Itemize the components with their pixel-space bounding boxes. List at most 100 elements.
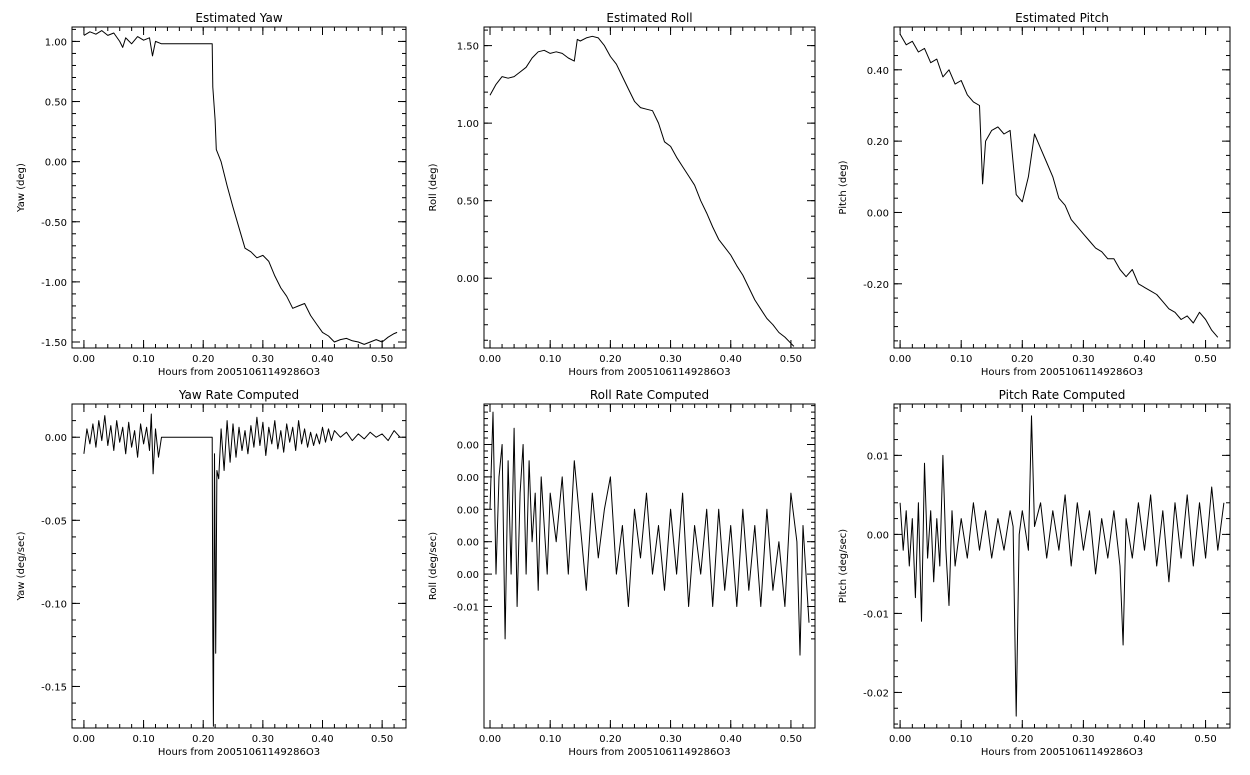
- x-tick-label: 0.10: [539, 354, 561, 365]
- x-tick-label: 0.00: [889, 354, 911, 365]
- x-axis-label: Hours from 20051061149286O3: [568, 367, 730, 378]
- x-tick-label: 0.20: [1011, 734, 1033, 745]
- x-tick-label: 0.20: [192, 734, 214, 745]
- plot-frame: [893, 26, 1231, 349]
- x-axis-label: Hours from 20051061149286O3: [158, 367, 320, 378]
- x-tick-label: 0.50: [1194, 354, 1216, 365]
- x-tick-label: 0.40: [311, 734, 333, 745]
- x-tick-label: 0.20: [599, 734, 621, 745]
- x-tick-label: 0.10: [950, 354, 972, 365]
- y-tick-label: 0.00: [457, 570, 479, 581]
- x-tick-label: 0.30: [252, 354, 274, 365]
- x-tick-label: 0.30: [659, 354, 681, 365]
- y-tick-label: -0.20: [863, 280, 889, 291]
- plot-frame: [483, 403, 816, 729]
- x-tick-label: 0.20: [192, 354, 214, 365]
- x-tick-label: 0.30: [1072, 734, 1094, 745]
- y-axis-label: Pitch (deg): [838, 160, 849, 214]
- y-tick-label: 0.00: [457, 473, 479, 484]
- chart-title: Estimated Pitch: [1015, 11, 1109, 25]
- x-tick-label: 0.40: [720, 734, 742, 745]
- chart-title: Yaw Rate Computed: [178, 388, 299, 402]
- y-tick-label: -0.01: [863, 609, 889, 620]
- y-tick-label: 0.50: [45, 98, 67, 109]
- x-tick-label: 0.00: [479, 734, 501, 745]
- x-tick-label: 0.10: [132, 734, 154, 745]
- series-line-1: [899, 33, 1219, 338]
- x-tick-label: 0.30: [1072, 354, 1094, 365]
- y-tick-label: -0.05: [41, 516, 67, 527]
- plot-frame: [71, 403, 407, 729]
- chart-panel-4: Yaw Rate Computed Hours from 200510611492…: [16, 388, 407, 758]
- y-tick-label: -0.01: [453, 603, 479, 614]
- x-tick-label: 0.20: [599, 354, 621, 365]
- y-axis-label: Yaw (deg): [16, 163, 27, 213]
- x-tick-label: 0.00: [73, 354, 95, 365]
- x-tick-label: 0.30: [659, 734, 681, 745]
- y-tick-label: 0.00: [457, 538, 479, 549]
- x-tick-label: 0.50: [371, 734, 393, 745]
- y-tick-label: -0.02: [863, 688, 889, 699]
- y-axis-label: Yaw (deg/sec): [16, 531, 27, 601]
- chart-title: Pitch Rate Computed: [999, 388, 1126, 402]
- x-tick-label: 0.20: [1011, 354, 1033, 365]
- plot-frame: [483, 26, 816, 349]
- x-tick-label: 0.00: [479, 354, 501, 365]
- x-tick-label: 0.10: [950, 734, 972, 745]
- chart-title: Roll Rate Computed: [590, 388, 709, 402]
- x-tick-label: 0.00: [73, 734, 95, 745]
- plot-frame: [893, 403, 1231, 729]
- y-tick-label: -1.00: [41, 278, 67, 289]
- y-tick-label: 0.01: [867, 451, 889, 462]
- series-line-1: [899, 415, 1225, 717]
- chart-title: Estimated Yaw: [195, 11, 282, 25]
- series-line-1: [83, 413, 401, 727]
- series-line-1: [489, 35, 795, 347]
- y-tick-label: 0.40: [867, 66, 889, 77]
- y-tick-label: 0.00: [45, 158, 67, 169]
- x-tick-label: 0.50: [780, 354, 802, 365]
- chart-panel-2: Estimated Roll Hours from 20051061149286O…: [428, 11, 816, 378]
- y-axis-label: Roll (deg): [428, 163, 439, 211]
- y-tick-label: 0.20: [867, 137, 889, 148]
- y-tick-label: -1.50: [41, 338, 67, 349]
- y-tick-label: 0.00: [867, 208, 889, 219]
- y-axis-label: Pitch (deg/sec): [838, 529, 849, 604]
- x-tick-label: 0.40: [1133, 734, 1155, 745]
- x-tick-label: 0.40: [311, 354, 333, 365]
- x-tick-label: 0.40: [1133, 354, 1155, 365]
- x-tick-label: 0.50: [1194, 734, 1216, 745]
- chart-panel-6: Pitch Rate Computed Hours from 2005106114…: [838, 388, 1231, 758]
- chart-panel-5: Roll Rate Computed Hours from 20051061149…: [428, 388, 816, 758]
- x-tick-label: 0.10: [539, 734, 561, 745]
- x-tick-label: 0.00: [889, 734, 911, 745]
- y-tick-label: 0.00: [45, 433, 67, 444]
- y-tick-label: -0.50: [41, 218, 67, 229]
- x-tick-label: 0.40: [720, 354, 742, 365]
- chart-panel-3: Estimated Pitch Hours from 20051061149286…: [838, 11, 1231, 378]
- x-axis-label: Hours from 20051061149286O3: [158, 747, 320, 758]
- y-tick-label: -0.10: [41, 599, 67, 610]
- series-line-1: [489, 411, 810, 656]
- x-axis-label: Hours from 20051061149286O3: [568, 747, 730, 758]
- plot-frame: [71, 26, 407, 349]
- y-tick-label: 0.00: [457, 505, 479, 516]
- y-tick-label: 0.00: [867, 530, 889, 541]
- series-line-1: [83, 30, 398, 345]
- x-tick-label: 0.50: [780, 734, 802, 745]
- chart-title: Estimated Roll: [606, 11, 692, 25]
- y-tick-label: 0.50: [457, 197, 479, 208]
- x-tick-label: 0.30: [252, 734, 274, 745]
- y-tick-label: -0.15: [41, 682, 67, 693]
- y-tick-label: 0.00: [457, 274, 479, 285]
- x-tick-label: 0.10: [132, 354, 154, 365]
- y-axis-label: Roll (deg/sec): [428, 532, 439, 600]
- chart-panel-1: Estimated Yaw Hours from 20051061149286O3…: [16, 11, 407, 378]
- y-tick-label: 1.50: [457, 42, 479, 53]
- x-tick-label: 0.50: [371, 354, 393, 365]
- x-axis-label: Hours from 20051061149286O3: [981, 747, 1143, 758]
- x-axis-label: Hours from 20051061149286O3: [981, 367, 1143, 378]
- y-tick-label: 1.00: [45, 37, 67, 48]
- y-tick-label: 1.00: [457, 119, 479, 130]
